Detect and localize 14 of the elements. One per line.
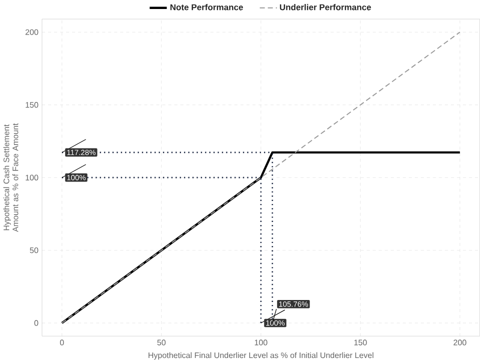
x-tick-label: 100: [254, 340, 268, 346]
x-tick-label: 50: [157, 340, 166, 346]
y-tick-label: 50: [30, 247, 38, 254]
x-tick-label: 200: [454, 340, 466, 346]
legend-label: Underlier Performance: [280, 4, 371, 10]
y-tick-label: 100: [26, 174, 38, 180]
x-tick-label: 0: [60, 340, 64, 346]
y-axis-title: Hypothetical Cash Settlement Amount as % of Face Amount: [3, 123, 18, 232]
y-tick-label: 200: [26, 29, 38, 35]
y-tick-label: 150: [26, 102, 38, 108]
x-axis-title: Hypothetical Final Underlier Level as % of Initial Underlier Level: [148, 352, 374, 360]
y-tick-label: 0: [34, 320, 38, 326]
x-tick-label: 150: [354, 340, 367, 346]
legend-label: Note Performance: [170, 4, 243, 10]
